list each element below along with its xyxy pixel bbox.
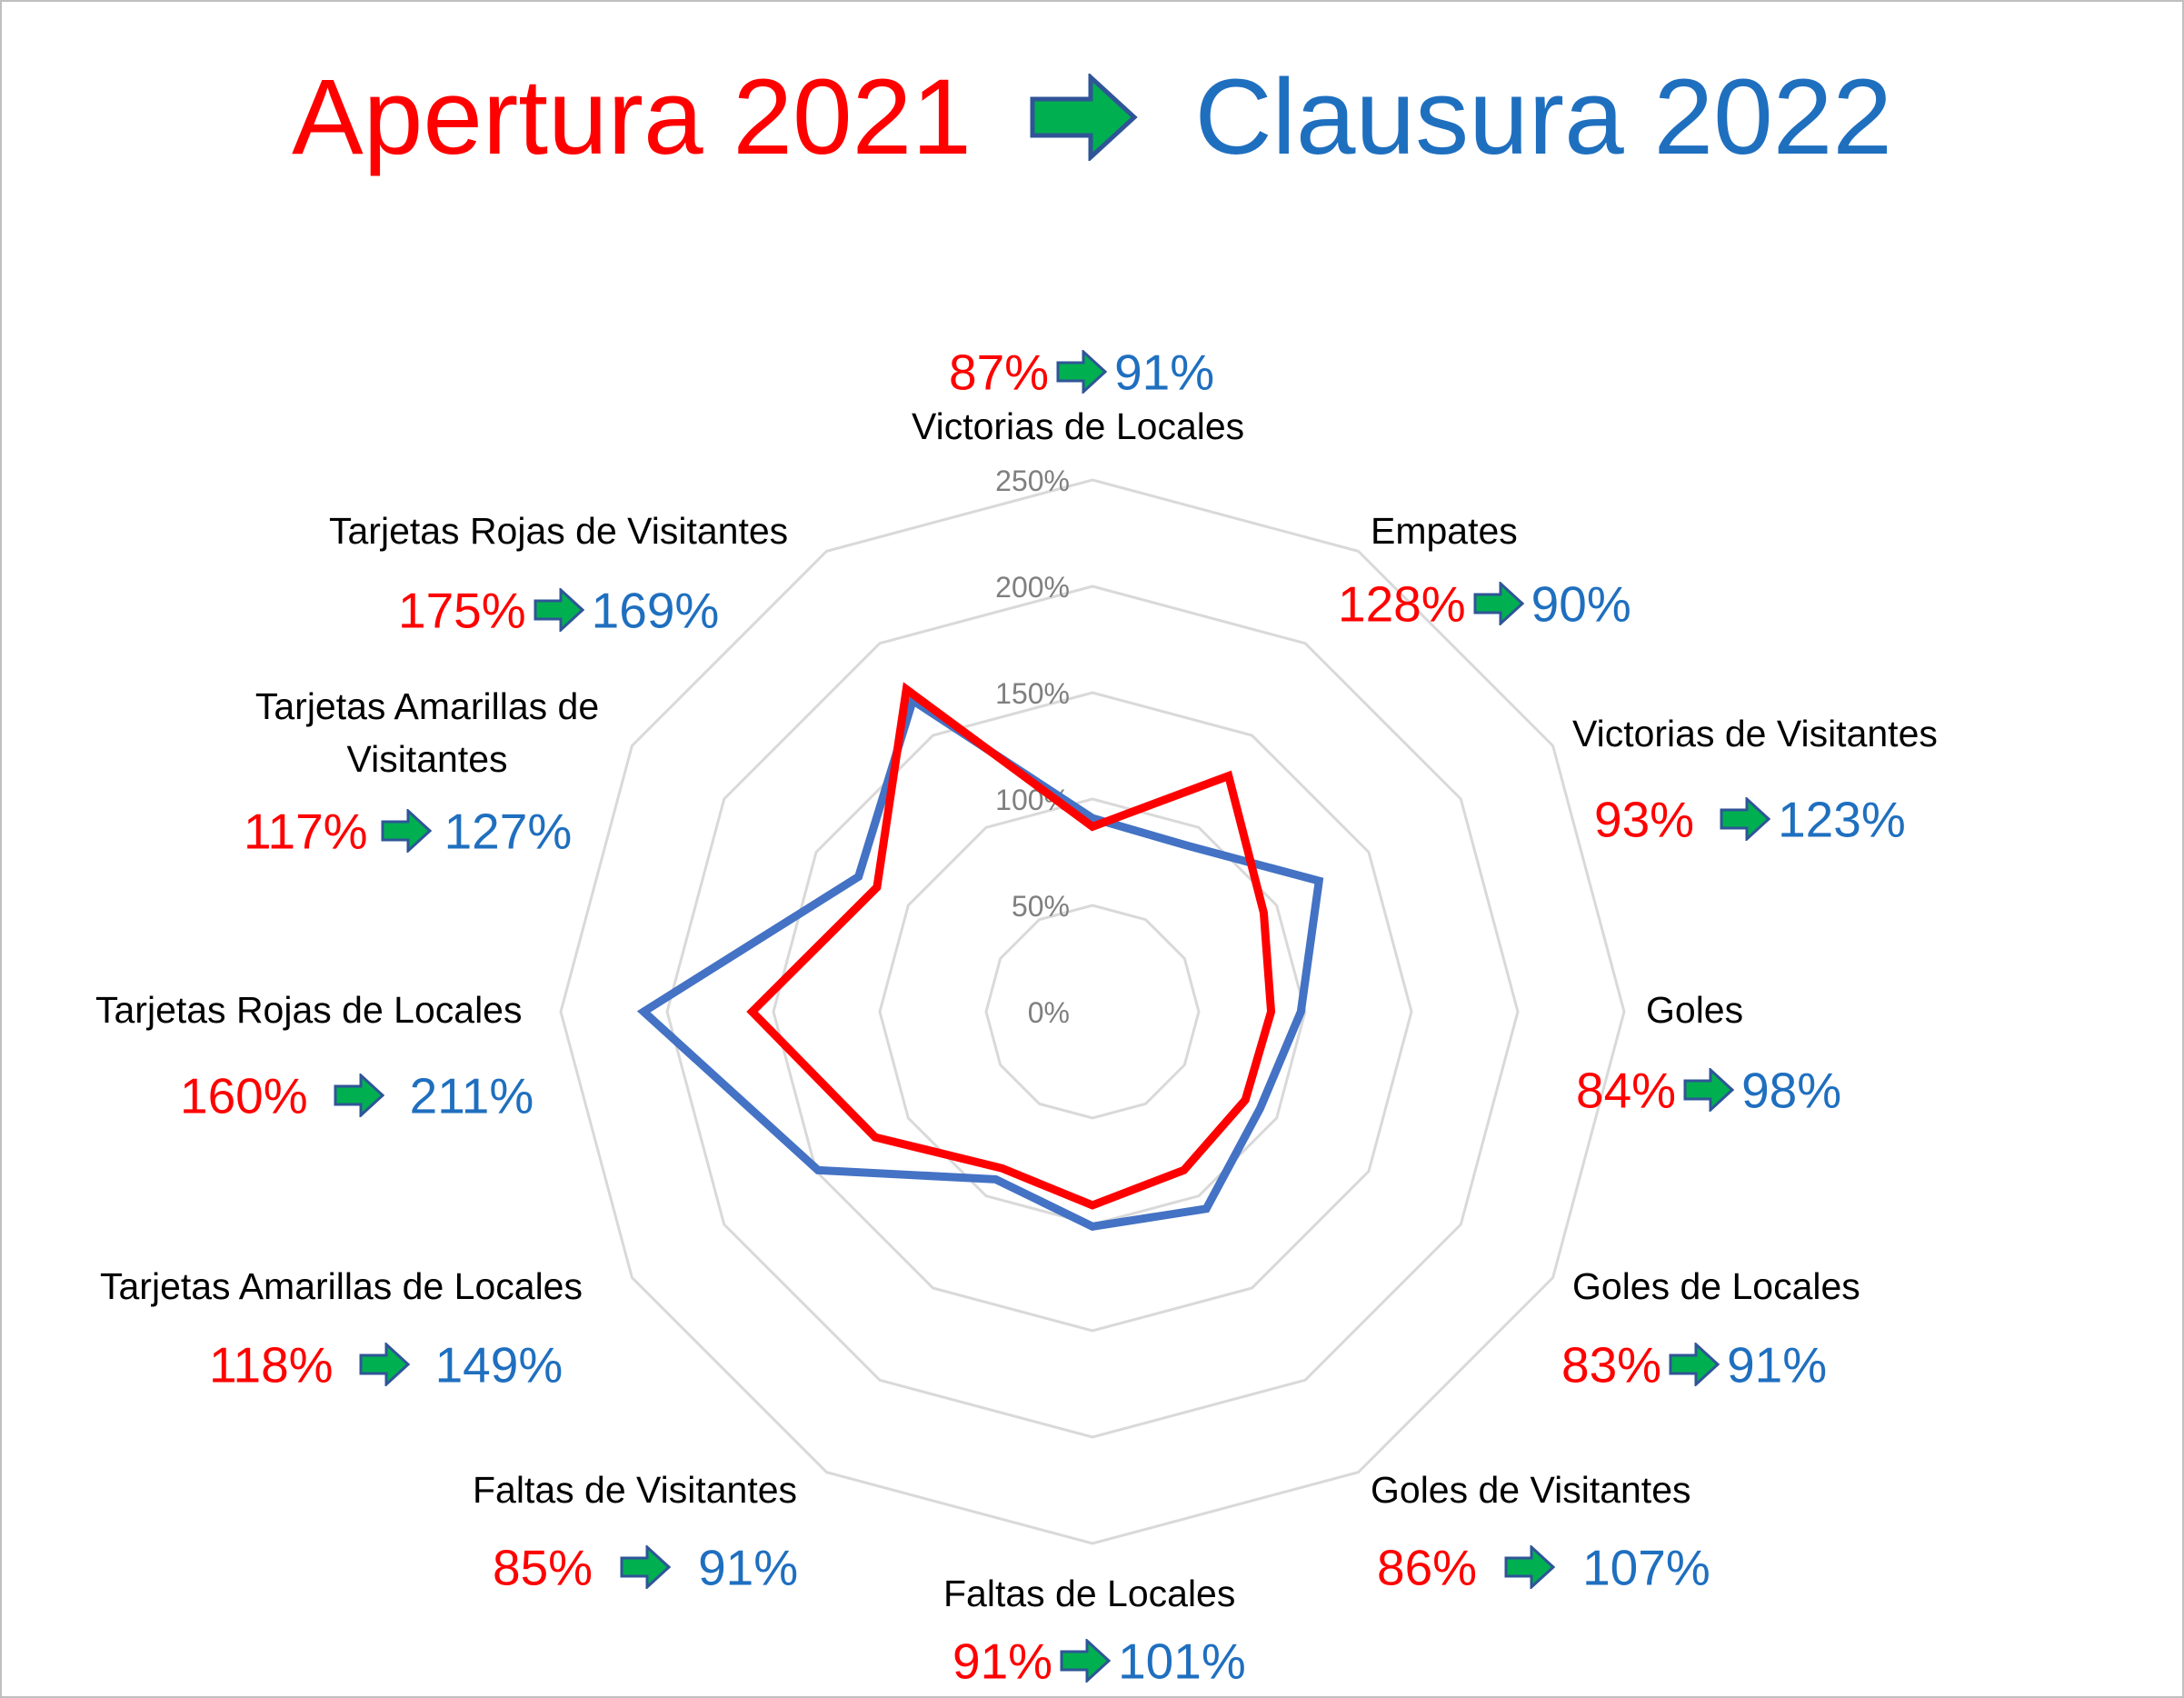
value-apertura: 86%: [1377, 1539, 1478, 1596]
category-label: Empates: [1371, 510, 1518, 552]
radar-series: [636, 682, 1324, 1232]
green-right-arrow-icon: [1683, 1068, 1735, 1113]
category-label: Goles de Locales: [1572, 1265, 1860, 1307]
value-pair: 93% 123%: [1594, 784, 1906, 851]
value-pair: 87% 91%: [949, 336, 1214, 404]
value-clausura: 90%: [1531, 575, 1631, 633]
green-right-arrow-icon: [1473, 582, 1524, 626]
radial-tick-label: 150%: [995, 677, 1070, 710]
value-apertura: 118%: [209, 1336, 334, 1393]
category-label: Faltas de Locales: [943, 1573, 1236, 1614]
category-label: Victorias de Locales: [912, 405, 1245, 447]
radial-ticks: 0%50%100%150%200%250%: [995, 464, 1070, 1029]
category-label: Goles de Visitantes: [1371, 1469, 1691, 1511]
series-apertura-line: [746, 682, 1276, 1210]
value-clausura: 101%: [1118, 1633, 1246, 1690]
category-label: Tarjetas Rojas de Visitantes: [329, 510, 789, 552]
value-clausura: 107%: [1582, 1539, 1710, 1596]
radial-tick-label: 50%: [1012, 890, 1070, 923]
green-right-arrow-icon: [1056, 350, 1108, 395]
value-clausura: 211%: [409, 1067, 534, 1124]
value-apertura: 175%: [398, 582, 526, 639]
value-pair: 86% 107%: [1377, 1532, 1710, 1599]
value-apertura: 91%: [952, 1633, 1053, 1690]
value-apertura: 160%: [180, 1067, 308, 1124]
radial-tick-label: 0%: [1028, 996, 1070, 1029]
green-right-arrow-icon: [334, 1074, 384, 1118]
value-pair: 118% 149%: [209, 1329, 563, 1396]
value-pair: 160% 211%: [180, 1060, 534, 1127]
grid-ring: [984, 904, 1201, 1120]
value-clausura: 91%: [1114, 344, 1215, 401]
value-pair: 83% 91%: [1561, 1329, 1827, 1396]
category-label: Goles: [1646, 989, 1744, 1031]
value-pair: 175% 169%: [398, 574, 719, 642]
green-right-arrow-icon: [359, 1343, 410, 1387]
value-pair: 85% 91%: [493, 1532, 798, 1599]
value-pair: 117% 127%: [244, 795, 572, 863]
grid-ring: [665, 584, 1520, 1439]
value-apertura: 87%: [949, 344, 1050, 401]
value-apertura: 84%: [1576, 1062, 1677, 1119]
value-apertura: 117%: [244, 803, 368, 860]
green-right-arrow-icon: [620, 1545, 672, 1590]
value-apertura: 83%: [1561, 1336, 1662, 1393]
category-label: Tarjetas Amarillas de Visitantes: [254, 685, 600, 780]
value-clausura: 98%: [1741, 1062, 1842, 1119]
value-pair: 91% 101%: [952, 1625, 1246, 1693]
value-apertura: 85%: [493, 1539, 593, 1596]
title-apertura: Apertura 2021: [292, 56, 972, 177]
radial-tick-label: 200%: [995, 571, 1070, 604]
value-clausura: 91%: [1727, 1336, 1828, 1393]
green-right-arrow-icon: [1669, 1343, 1720, 1387]
category-label: Faltas de Visitantes: [473, 1469, 798, 1511]
category-label: Tarjetas Amarillas de Locales: [100, 1265, 583, 1307]
green-right-arrow-icon: [1720, 797, 1771, 842]
category-label: Victorias de Visitantes: [1572, 713, 1938, 754]
green-right-arrow-icon: [1030, 73, 1138, 161]
value-apertura: 128%: [1338, 575, 1466, 633]
radial-tick-label: 250%: [995, 464, 1070, 497]
green-right-arrow-icon: [534, 588, 584, 633]
page-title: Apertura 2021 Clausura 2022: [0, 45, 2184, 181]
grid-ring: [772, 691, 1413, 1333]
series-clausura-line: [636, 694, 1324, 1232]
value-pair: 84% 98%: [1576, 1054, 1841, 1122]
value-clausura: 91%: [698, 1539, 799, 1596]
radar-grid: [559, 478, 1626, 1545]
value-clausura: 127%: [444, 803, 573, 860]
green-right-arrow-icon: [1504, 1545, 1556, 1590]
value-clausura: 169%: [591, 582, 720, 639]
green-right-arrow-icon: [1060, 1639, 1112, 1683]
value-pair: 128% 90%: [1338, 568, 1631, 635]
category-label: Tarjetas Rojas de Locales: [95, 989, 523, 1031]
grid-ring: [559, 478, 1626, 1545]
green-right-arrow-icon: [381, 809, 432, 854]
title-clausura: Clausura 2022: [1194, 56, 1892, 177]
value-apertura: 93%: [1594, 791, 1695, 848]
value-clausura: 123%: [1778, 791, 1906, 848]
value-clausura: 149%: [434, 1336, 563, 1393]
